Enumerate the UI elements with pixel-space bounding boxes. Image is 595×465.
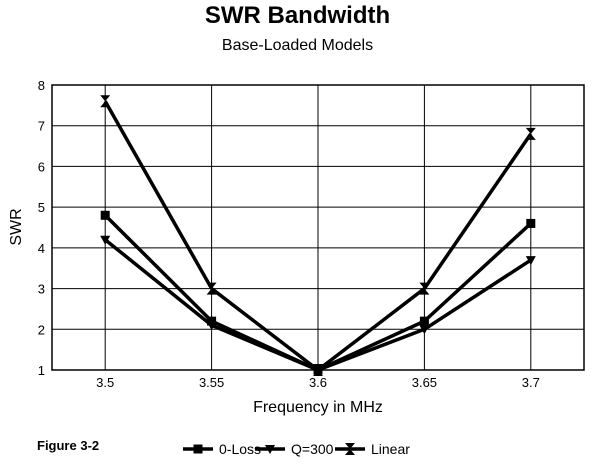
y-tick-label: 3 — [38, 282, 45, 297]
legend-label: 0-Loss — [219, 441, 261, 457]
legend-item-q-300: Q=300 — [255, 441, 334, 457]
y-tick-label: 4 — [38, 241, 45, 256]
legend-item-0-loss: 0-Loss — [183, 441, 261, 457]
x-tick-label: 3.6 — [309, 375, 327, 390]
legend-marker-linear — [345, 443, 355, 455]
data-point-linear — [100, 95, 111, 108]
chart-title: SWR Bandwidth — [204, 2, 391, 29]
x-tick-label: 3.55 — [199, 375, 224, 390]
legend-item-linear: Linear — [335, 441, 410, 457]
data-point-linear — [525, 127, 536, 140]
data-point-linear — [313, 364, 323, 376]
data-point-q-300 — [206, 321, 217, 331]
data-point-linear — [419, 282, 430, 295]
data-point-q-300 — [525, 256, 536, 266]
chart-subtitle: Base-Loaded Models — [221, 37, 374, 54]
x-tick-label: 3.5 — [96, 375, 114, 390]
data-point-0-loss — [207, 316, 217, 326]
y-tick-label: 5 — [38, 200, 45, 215]
data-point-0-loss — [100, 210, 110, 220]
y-tick-label: 8 — [38, 78, 45, 93]
data-point-q-300 — [419, 325, 430, 335]
legend-marker-0-loss — [193, 444, 203, 454]
data-point-0-loss — [526, 218, 536, 228]
legend-marker-q-300 — [265, 445, 275, 454]
data-point-linear — [206, 282, 217, 295]
legend-label: Linear — [371, 441, 410, 457]
y-axis-label: SWR — [8, 208, 25, 245]
series-layer — [100, 95, 536, 376]
y-tick-label: 7 — [38, 119, 45, 134]
x-tick-label: 3.65 — [412, 375, 437, 390]
figure-label: Figure 3-2 — [37, 438, 100, 453]
y-tick-label: 2 — [38, 322, 45, 337]
grid — [52, 85, 584, 370]
tick-labels: 1 2 3 4 5 6 7 8 3.5 3.55 3.6 3.65 3.7 — [38, 78, 540, 390]
legend-label: Q=300 — [291, 441, 334, 457]
series-linear — [100, 95, 536, 376]
legend: 0-Loss Q=300 Linear — [183, 441, 410, 457]
data-point-q-300 — [100, 235, 111, 245]
data-point-0-loss — [419, 316, 429, 326]
x-axis-label: Frequency in MHz — [253, 399, 383, 416]
x-tick-label: 3.7 — [522, 375, 540, 390]
y-tick-label: 6 — [38, 159, 45, 174]
y-tick-label: 1 — [38, 363, 45, 378]
